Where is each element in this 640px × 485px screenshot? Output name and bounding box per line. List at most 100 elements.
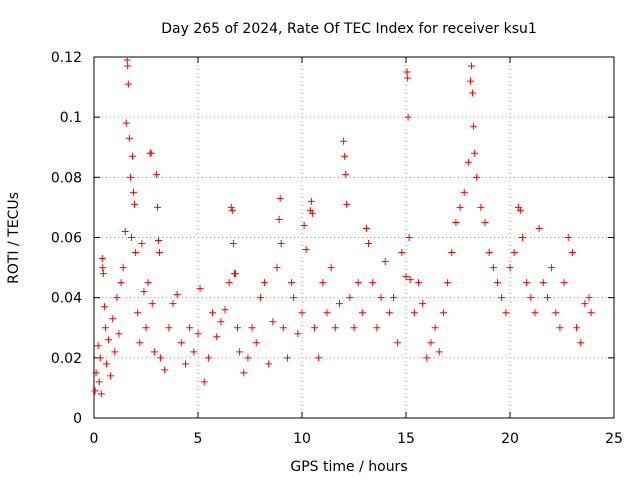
x-tick-label: 15 [397,431,415,447]
data-point [119,264,127,272]
data-point [217,318,225,326]
data-point [122,119,130,127]
x-tick-label: 25 [605,431,623,447]
data-point [148,300,156,308]
data-point [573,324,581,332]
y-tick-label: 0 [73,411,82,427]
data-point [92,369,100,377]
data-point [261,279,269,287]
data-point [585,294,593,302]
data-point [99,264,107,272]
data-point [131,200,139,208]
data-point [310,324,318,332]
data-point [209,309,217,317]
data-point [124,80,132,88]
data-point [298,309,306,317]
data-point [403,68,411,76]
x-tick-label: 10 [293,431,311,447]
data-point [111,348,119,356]
data-point [294,330,302,338]
data-point [130,188,138,196]
data-point [231,270,239,278]
data-point [147,149,155,157]
data-point [121,227,129,235]
data-point [373,324,381,332]
data-point [577,339,585,347]
data-point [510,249,518,257]
data-point [539,279,547,287]
data-point [300,221,308,229]
x-tick-label: 20 [501,431,519,447]
data-point [331,324,339,332]
data-point [98,255,106,263]
data-point [115,330,123,338]
data-point [342,170,350,178]
data-point [140,288,148,296]
data-point [256,294,264,302]
data-point [161,366,169,374]
data-point [468,62,476,70]
data-point [229,240,237,248]
data-point [113,294,121,302]
data-point [95,378,103,386]
data-point [194,330,202,338]
data-point [99,270,107,278]
data-point [91,387,99,395]
data-point [527,294,535,302]
data-point [138,240,146,248]
grid-layer [94,57,614,418]
data-point [377,294,385,302]
data-point [390,294,398,302]
data-point [101,324,109,332]
data-point [568,249,576,257]
data-point [456,203,464,211]
data-point [435,348,443,356]
data-point [485,249,493,257]
data-point [157,354,165,362]
data-point [414,279,422,287]
data-point [543,294,551,302]
data-point [275,215,283,223]
data-point [221,306,229,314]
data-point [556,324,564,332]
data-point [308,209,316,217]
data-point [410,309,418,317]
data-point [315,354,323,362]
data-point [470,122,478,130]
data-point [394,339,402,347]
data-point [531,309,539,317]
data-point [228,206,236,214]
data-point [273,264,281,272]
data-point [535,224,543,232]
data-point [97,390,105,398]
data-point [283,354,291,362]
data-point [150,348,158,356]
data-point [153,203,161,211]
data-point [236,348,244,356]
data-point [117,279,125,287]
data-point [404,113,412,121]
y-tick-label: 0.08 [51,170,82,186]
data-point [431,324,439,332]
data-point [518,234,526,241]
data-point [404,74,412,82]
data-point [213,333,221,341]
data-point [154,237,162,245]
data-point [481,218,489,226]
ticks-layer: 0 5 10 15 20 25 0 0.02 0.04 0.06 0.08 0.1 0.12 [51,50,623,447]
data-point [362,224,370,232]
data-point [419,300,427,308]
data-point [523,279,531,287]
data-point [240,369,248,377]
data-point [552,309,560,317]
data-point [142,324,150,332]
data-point [234,324,242,332]
data-point [502,309,510,317]
data-point [319,279,327,287]
data-point [473,173,481,181]
data-point [248,324,256,332]
data-point [279,324,287,332]
data-point [335,300,343,308]
y-tick-label: 0.02 [51,351,82,367]
